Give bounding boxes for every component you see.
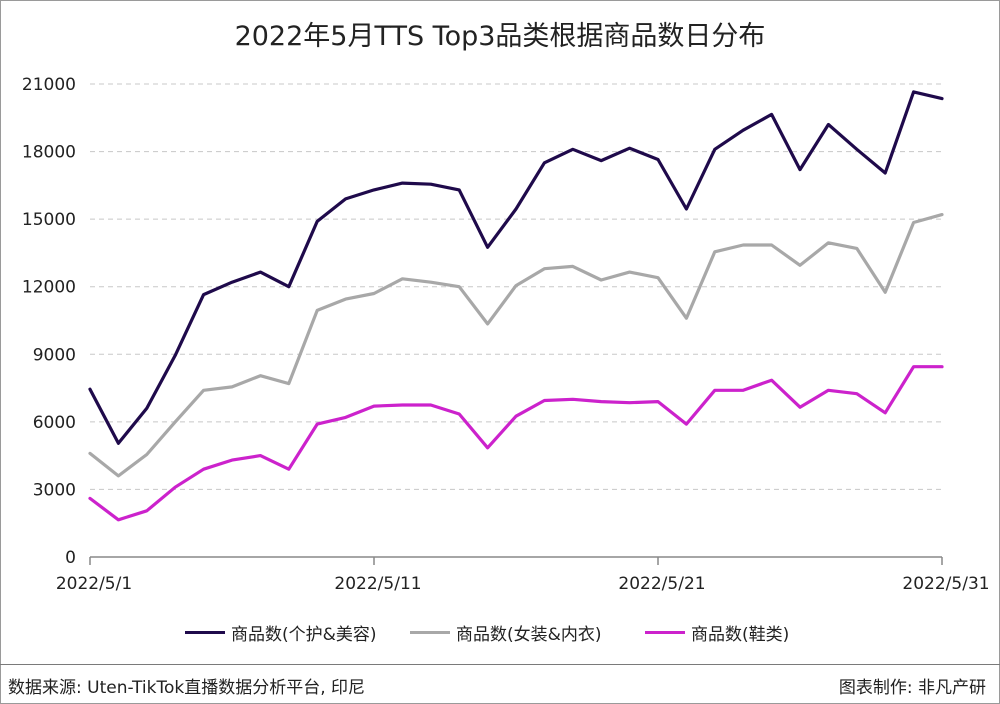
y-tick-label: 6000 — [33, 413, 76, 433]
y-tick-label: 12000 — [22, 278, 76, 298]
legend: 商品数(个护&美容) 商品数(女装&内衣) 商品数(鞋类) — [0, 617, 1000, 647]
legend-swatch — [410, 630, 450, 634]
legend-label: 商品数(个护&美容) — [231, 624, 377, 645]
chart-credit: 图表制作: 非凡产研 — [838, 678, 986, 698]
y-tick-label: 15000 — [22, 210, 76, 230]
series-line-1 — [88, 213, 944, 478]
legend-label: 商品数(鞋类) — [691, 624, 790, 645]
legend-item: 商品数(个护&美容) — [185, 617, 377, 647]
series-lines — [88, 90, 944, 522]
x-tick-label: 2022/5/21 — [618, 574, 705, 594]
y-tick-label: 18000 — [22, 143, 76, 163]
x-tick-label: 2022/5/31 — [902, 574, 989, 594]
legend-label: 商品数(女装&内衣) — [456, 624, 602, 645]
y-tick-label: 9000 — [33, 345, 76, 365]
chart-title: 2022年5月TTS Top3品类根据商品数日分布 — [234, 21, 766, 52]
y-tick-labels: 0 3000 6000 9000 12000 15000 18000 21000 — [22, 75, 76, 568]
legend-swatch — [185, 630, 225, 634]
x-tick-label: 2022/5/1 — [56, 574, 132, 594]
legend-swatch — [645, 630, 685, 634]
data-source: 数据来源: Uten-TikTok直播数据分析平台, 印尼 — [8, 678, 366, 698]
y-tick-label: 3000 — [33, 480, 76, 500]
footer-divider — [0, 664, 1000, 665]
x-tick-label: 2022/5/11 — [334, 574, 421, 594]
axes — [89, 556, 943, 565]
series-line-0 — [88, 90, 944, 445]
y-tick-label: 0 — [65, 548, 76, 568]
legend-item: 商品数(女装&内衣) — [410, 617, 602, 647]
y-tick-label: 21000 — [22, 75, 76, 95]
legend-item: 商品数(鞋类) — [645, 617, 789, 647]
series-line-2 — [88, 365, 944, 522]
x-tick-labels: 2022/5/1 2022/5/11 2022/5/21 2022/5/31 — [56, 574, 990, 594]
